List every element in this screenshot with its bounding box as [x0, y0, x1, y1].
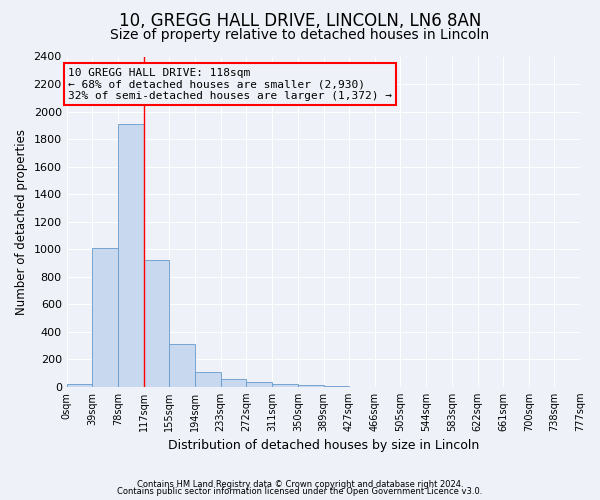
Text: Size of property relative to detached houses in Lincoln: Size of property relative to detached ho… — [110, 28, 490, 42]
Bar — [118, 124, 144, 387]
Bar — [67, 384, 92, 387]
Bar — [169, 344, 195, 387]
X-axis label: Distribution of detached houses by size in Lincoln: Distribution of detached houses by size … — [168, 440, 479, 452]
Text: 10 GREGG HALL DRIVE: 118sqm
← 68% of detached houses are smaller (2,930)
32% of : 10 GREGG HALL DRIVE: 118sqm ← 68% of det… — [68, 68, 392, 100]
Bar — [195, 372, 221, 387]
Bar — [92, 248, 118, 387]
Bar — [298, 386, 323, 387]
Bar — [221, 379, 247, 387]
Bar — [247, 382, 272, 387]
Bar — [272, 384, 298, 387]
Text: Contains HM Land Registry data © Crown copyright and database right 2024.: Contains HM Land Registry data © Crown c… — [137, 480, 463, 489]
Y-axis label: Number of detached properties: Number of detached properties — [15, 128, 28, 314]
Text: 10, GREGG HALL DRIVE, LINCOLN, LN6 8AN: 10, GREGG HALL DRIVE, LINCOLN, LN6 8AN — [119, 12, 481, 30]
Bar — [323, 386, 349, 387]
Bar — [144, 260, 169, 387]
Text: Contains public sector information licensed under the Open Government Licence v3: Contains public sector information licen… — [118, 487, 482, 496]
